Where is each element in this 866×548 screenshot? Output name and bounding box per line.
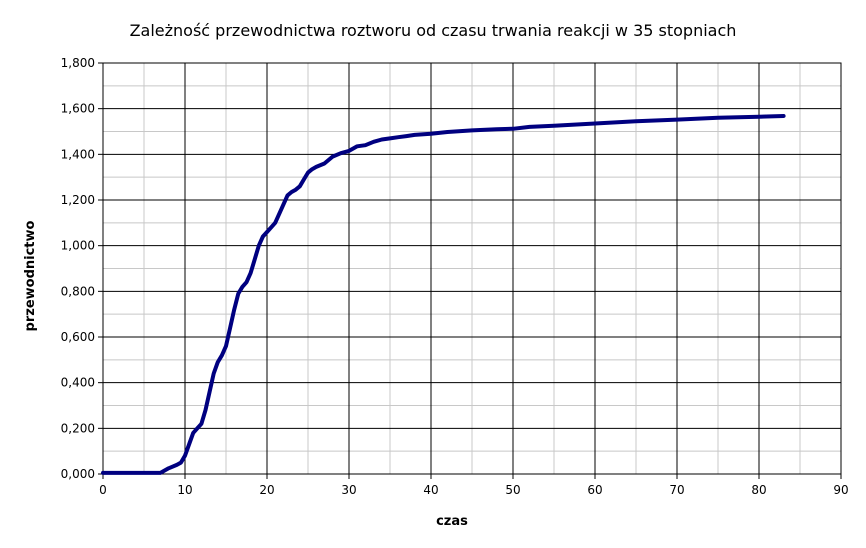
x-tick-label: 60 [587, 483, 602, 497]
x-tick-label: 70 [669, 483, 684, 497]
major-gridlines [103, 63, 841, 474]
y-tick-label: 1,400 [61, 147, 95, 161]
x-tick-label: 90 [833, 483, 848, 497]
y-tick-label: 0,400 [61, 376, 95, 390]
x-tick-label: 10 [177, 483, 192, 497]
series-line [101, 114, 786, 475]
x-axis-ticks: 0 10 20 30 40 50 60 70 80 90 [99, 474, 849, 497]
y-axis-label: przewodnictwo [23, 220, 38, 331]
y-axis-ticks: 0,000 0,200 0,400 0,600 0,800 1,000 1,200 1,400… [61, 56, 103, 481]
x-tick-label: 20 [259, 483, 274, 497]
x-tick-label: 40 [423, 483, 438, 497]
y-tick-label: 0,800 [61, 284, 95, 298]
chart-title: Zależność przewodnictwa roztworu od czas… [130, 21, 737, 40]
y-tick-label: 1,200 [61, 193, 95, 207]
minor-gridlines [103, 63, 841, 474]
x-tick-label: 50 [505, 483, 520, 497]
y-tick-label: 0,600 [61, 330, 95, 344]
y-tick-label: 0,000 [61, 467, 95, 481]
x-tick-label: 80 [751, 483, 766, 497]
x-axis-label: czas [436, 514, 468, 529]
series-layer [101, 114, 786, 475]
y-tick-label: 1,800 [61, 56, 95, 70]
plot-area-frame [102, 62, 842, 475]
y-tick-label: 1,600 [61, 102, 95, 116]
y-tick-label: 0,200 [61, 421, 95, 435]
y-tick-label: 1,000 [61, 239, 95, 253]
x-tick-label: 0 [99, 483, 107, 497]
x-tick-label: 30 [341, 483, 356, 497]
